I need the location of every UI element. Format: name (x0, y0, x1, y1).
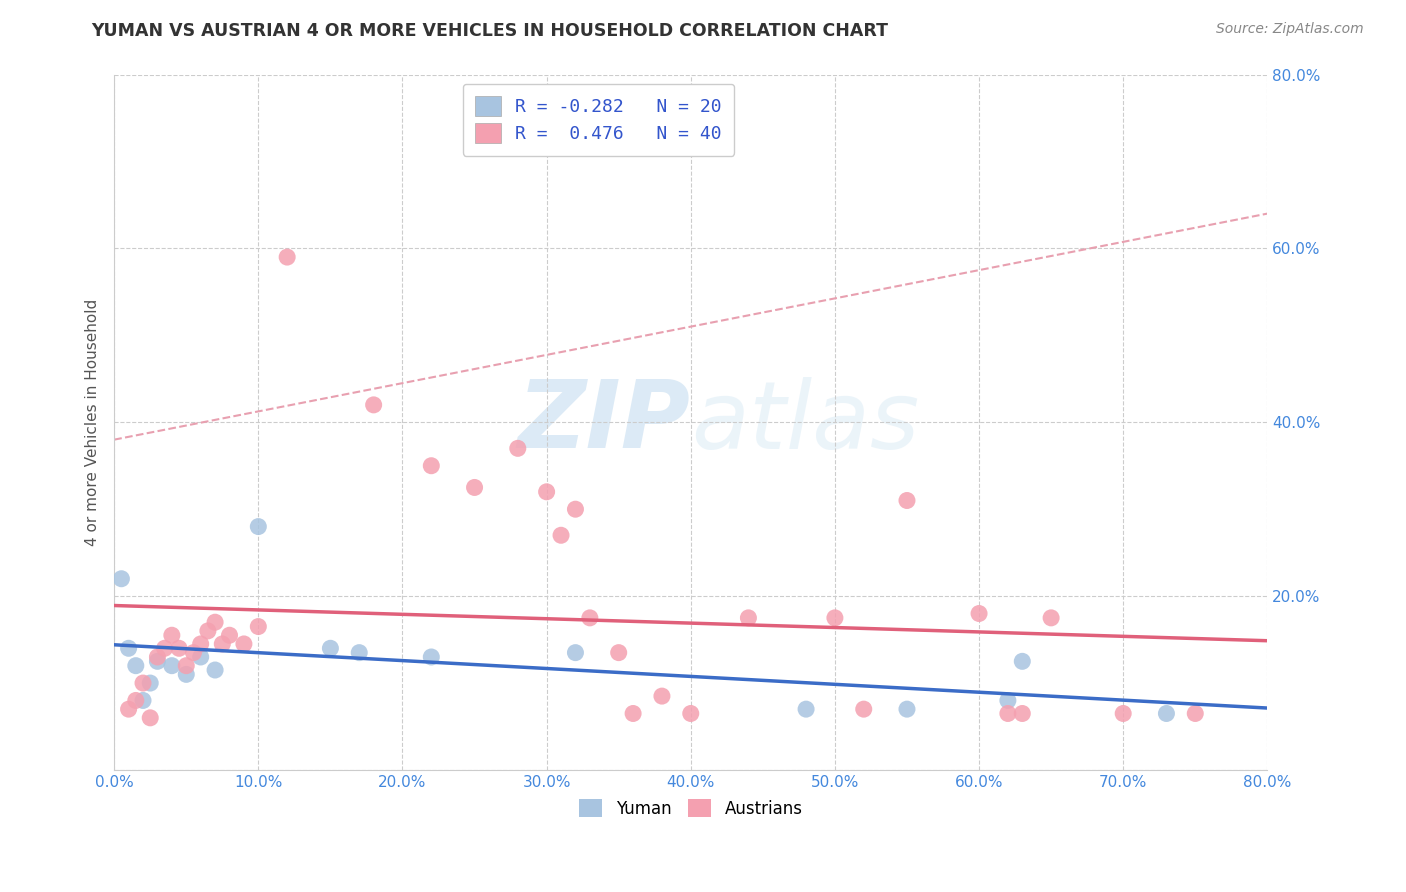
Point (139, 711, 162, 725)
Text: Source: ZipAtlas.com: Source: ZipAtlas.com (1216, 22, 1364, 37)
Point (247, 619, 270, 633)
Point (420, 458, 443, 473)
Point (1011, 706, 1033, 721)
Point (1040, 611, 1063, 625)
Point (132, 693, 155, 707)
Point (153, 641, 176, 656)
Point (349, 646, 371, 660)
Point (824, 611, 846, 625)
Point (564, 646, 586, 660)
Point (737, 611, 759, 625)
Point (852, 702, 875, 716)
Point (117, 641, 139, 656)
Point (160, 658, 183, 673)
Point (651, 689, 673, 703)
Point (967, 607, 990, 621)
Point (579, 611, 602, 625)
Point (794, 702, 817, 716)
Point (276, 250, 298, 264)
Point (232, 637, 254, 651)
Legend: Yuman, Austrians: Yuman, Austrians (572, 793, 810, 824)
Text: atlas: atlas (690, 376, 920, 467)
Point (110, 572, 132, 586)
Point (139, 676, 162, 690)
Point (550, 528, 572, 542)
Point (218, 628, 240, 642)
Point (621, 706, 644, 721)
Point (174, 667, 197, 681)
Point (117, 702, 139, 716)
Point (167, 641, 190, 656)
Point (506, 442, 529, 456)
Point (174, 658, 197, 673)
Point (190, 650, 212, 665)
Point (204, 663, 226, 677)
Point (997, 693, 1019, 707)
Point (536, 484, 558, 499)
Point (1112, 706, 1135, 721)
Point (146, 654, 169, 668)
Point (564, 502, 586, 516)
Point (125, 658, 148, 673)
Point (125, 693, 148, 707)
Point (204, 615, 226, 630)
Point (896, 702, 918, 716)
Point (160, 628, 183, 642)
Point (1156, 706, 1178, 721)
Point (1184, 706, 1206, 721)
Point (197, 624, 219, 638)
Point (679, 706, 702, 721)
Point (420, 650, 443, 665)
Point (607, 646, 630, 660)
Point (190, 637, 212, 651)
Point (247, 519, 270, 533)
Text: YUMAN VS AUSTRIAN 4 OR MORE VEHICLES IN HOUSEHOLD CORRELATION CHART: YUMAN VS AUSTRIAN 4 OR MORE VEHICLES IN … (91, 22, 889, 40)
Point (146, 650, 169, 665)
Point (997, 706, 1019, 721)
Point (464, 480, 486, 494)
Y-axis label: 4 or more Vehicles in Household: 4 or more Vehicles in Household (86, 299, 100, 546)
Point (896, 493, 918, 508)
Point (183, 646, 205, 660)
Point (211, 637, 233, 651)
Point (319, 641, 342, 656)
Point (363, 398, 385, 412)
Point (132, 676, 155, 690)
Point (1011, 654, 1033, 668)
Text: ZIP: ZIP (517, 376, 690, 468)
